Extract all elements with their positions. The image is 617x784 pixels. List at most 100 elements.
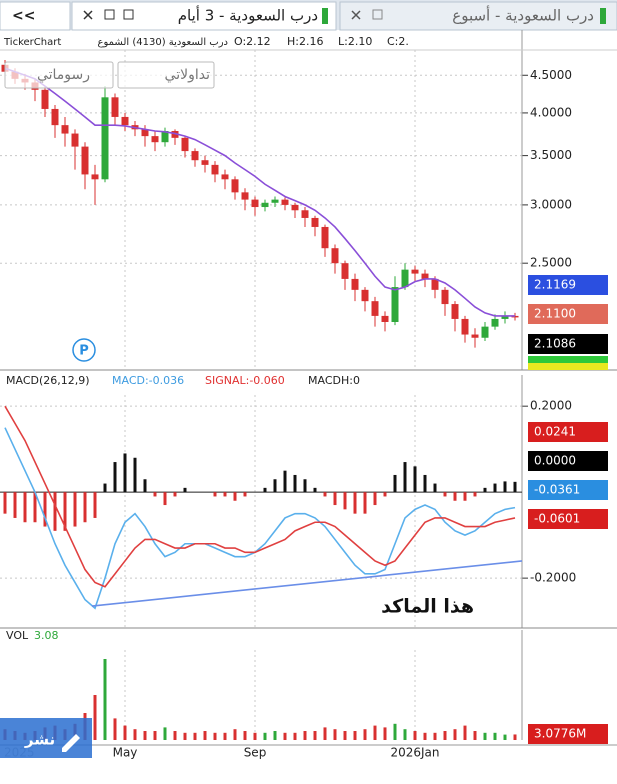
- volume-bar: [163, 727, 167, 740]
- volume-bar: [203, 731, 207, 740]
- histogram-bar: [373, 492, 377, 506]
- price-tag-label: 3.0776M: [534, 727, 586, 741]
- close-icon[interactable]: [83, 10, 93, 20]
- drawings-button[interactable]: [4, 61, 114, 89]
- active-tab[interactable]: [71, 1, 337, 31]
- volume-bar: [433, 732, 437, 740]
- pen-icon: [62, 734, 80, 752]
- histogram-bar: [93, 492, 97, 518]
- histogram-bar: [313, 487, 317, 493]
- nav-button[interactable]: [0, 1, 71, 31]
- histogram-bar: [183, 487, 187, 493]
- candle-body: [41, 89, 49, 109]
- histogram-bar: [233, 492, 237, 501]
- candle-body: [151, 136, 159, 143]
- volume-bar: [323, 727, 327, 740]
- volume-bar: [403, 729, 407, 740]
- macd-line: [4, 427, 516, 610]
- share-label: نشر: [24, 731, 55, 749]
- x-tick-label: 2026Jan: [390, 746, 439, 760]
- candle-body: [421, 273, 429, 279]
- drawings-label: رسوماتي: [37, 67, 90, 83]
- volume-bar: [283, 732, 287, 740]
- volume-bar: [473, 731, 477, 740]
- volume-bar: [113, 718, 117, 740]
- candle-body: [391, 287, 399, 322]
- candle-body: [71, 133, 79, 147]
- volume-bar: [503, 734, 507, 740]
- trades-button[interactable]: [117, 61, 215, 89]
- candle-body: [371, 301, 379, 316]
- histogram-bar: [423, 474, 427, 493]
- volume-bar: [123, 725, 127, 740]
- y-tick-label: 4.5000: [530, 68, 572, 82]
- annotation: هذا الماكد: [381, 596, 474, 618]
- nav-label: <<: [12, 8, 35, 24]
- histogram-bar: [363, 492, 367, 514]
- volume-bar: [133, 729, 137, 740]
- window-icon[interactable]: [104, 9, 115, 20]
- window-icon[interactable]: [372, 9, 383, 20]
- volume-bar: [373, 725, 377, 740]
- candle-body: [211, 164, 219, 175]
- histogram-bar: [243, 492, 247, 497]
- y-tick-label: 4.0000: [530, 105, 572, 119]
- histogram-bar: [153, 492, 157, 497]
- volume-bar: [463, 725, 467, 740]
- price-tag-label: 2.1100: [534, 307, 576, 321]
- volume-bar: [243, 731, 247, 740]
- volume-bar: [103, 659, 107, 740]
- candle-body: [241, 192, 249, 200]
- histogram-bar: [163, 492, 167, 506]
- candle-body: [381, 315, 389, 322]
- candle-body: [111, 97, 119, 117]
- volume-bar: [453, 729, 457, 740]
- histogram-bar: [413, 466, 417, 493]
- histogram-bar: [113, 462, 117, 493]
- close-icon[interactable]: [351, 10, 361, 20]
- y-tick-label: -0.2000: [530, 571, 576, 585]
- trendline: [91, 560, 523, 607]
- histogram-bar: [33, 492, 37, 523]
- price-tag: [528, 509, 608, 529]
- histogram-bar: [353, 492, 357, 514]
- volume-bar: [213, 732, 217, 740]
- volume-bar: [443, 731, 447, 740]
- volume-bar: [413, 731, 417, 740]
- volume-bar: [183, 732, 187, 740]
- candle-body: [431, 278, 439, 290]
- marker-icon[interactable]: [72, 338, 96, 362]
- histogram-bar: [323, 492, 327, 497]
- histogram-bar: [23, 492, 27, 523]
- histogram-bar: [13, 492, 17, 518]
- histogram-bar: [63, 492, 67, 531]
- trades-label: تداولاتي: [165, 67, 211, 83]
- histogram-bar: [453, 492, 457, 501]
- candle-body: [351, 278, 359, 290]
- histogram-bar: [53, 492, 57, 531]
- candle-body: [61, 125, 69, 134]
- candle-body: [101, 97, 109, 180]
- histogram-bar: [213, 492, 217, 497]
- histogram-bar: [83, 492, 87, 523]
- x-tick-label: May: [113, 746, 138, 760]
- histogram-bar: [173, 492, 177, 497]
- candle-body: [261, 202, 269, 208]
- window-icon[interactable]: [123, 9, 134, 20]
- chart-title-value: 3.08: [34, 629, 59, 642]
- brand: TickerChart: [3, 37, 61, 48]
- price-tag: [528, 451, 608, 471]
- histogram-bar: [333, 492, 337, 506]
- volume-bar: [303, 731, 307, 740]
- histogram-bar: [303, 479, 307, 493]
- candle-body: [141, 129, 149, 137]
- candle-body: [181, 137, 189, 152]
- legend-entry: MACD:-0.036: [112, 374, 184, 387]
- legend-entry: SIGNAL:-0.060: [205, 374, 285, 387]
- volume-bar: [423, 732, 427, 740]
- tab-marker: [322, 8, 328, 24]
- candle-body: [301, 210, 309, 218]
- y-tick-label: 3.5000: [530, 148, 572, 162]
- tab[interactable]: [339, 1, 617, 31]
- histogram-bar: [383, 492, 387, 497]
